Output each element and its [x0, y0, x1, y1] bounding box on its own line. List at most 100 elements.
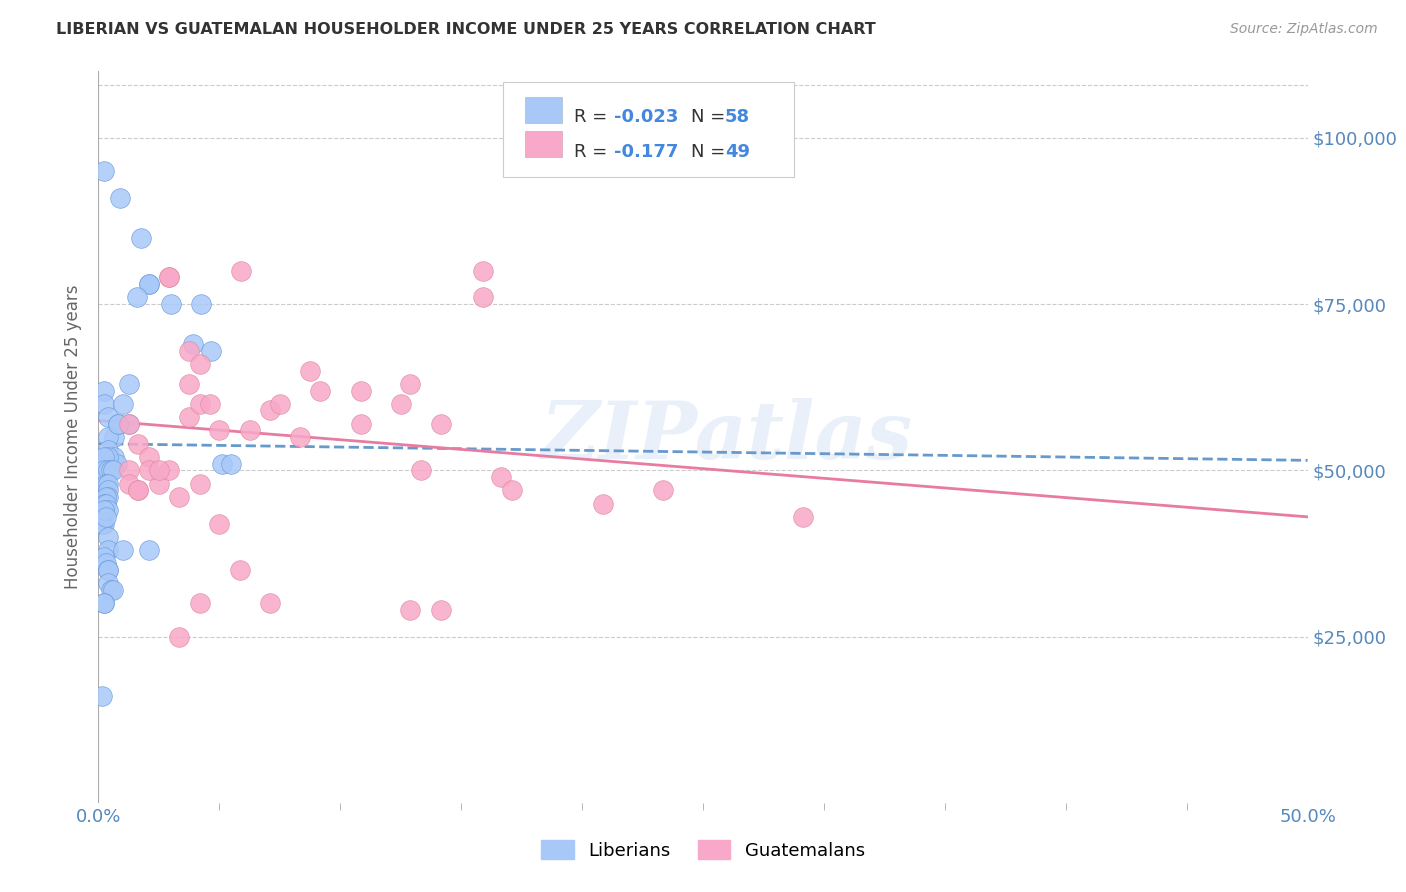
- Point: [100, 463, 122, 477]
- Point: [290, 430, 312, 444]
- Point: [93, 463, 115, 477]
- FancyBboxPatch shape: [526, 131, 561, 157]
- Point: [118, 376, 141, 391]
- Text: -0.023: -0.023: [613, 109, 678, 127]
- Point: [93, 503, 115, 517]
- Point: [179, 410, 201, 425]
- Point: [157, 270, 180, 285]
- Point: [97, 490, 120, 504]
- Point: [592, 497, 614, 511]
- Point: [93, 164, 115, 178]
- Point: [308, 384, 330, 398]
- Legend: Liberians, Guatemalans: Liberians, Guatemalans: [534, 833, 872, 867]
- Point: [94, 497, 117, 511]
- Point: [93, 384, 115, 398]
- Text: 58: 58: [724, 109, 749, 127]
- Point: [97, 563, 120, 577]
- Point: [350, 384, 373, 398]
- Point: [97, 443, 120, 458]
- Point: [94, 557, 117, 571]
- Point: [259, 403, 281, 417]
- FancyBboxPatch shape: [503, 82, 793, 178]
- Point: [389, 397, 412, 411]
- Point: [97, 530, 120, 544]
- Point: [97, 563, 120, 577]
- Point: [107, 417, 129, 431]
- Point: [118, 476, 141, 491]
- Point: [169, 630, 191, 644]
- Point: [181, 337, 204, 351]
- Point: [138, 277, 160, 292]
- Point: [118, 463, 141, 477]
- Point: [269, 397, 291, 411]
- Point: [138, 543, 160, 558]
- Point: [97, 476, 120, 491]
- Point: [101, 582, 124, 597]
- Point: [103, 450, 125, 464]
- Point: [208, 424, 231, 438]
- Point: [429, 417, 451, 431]
- Point: [91, 516, 114, 531]
- Point: [118, 417, 141, 431]
- Point: [188, 397, 211, 411]
- Point: [93, 503, 115, 517]
- Point: [501, 483, 523, 498]
- Point: [127, 436, 149, 450]
- Point: [91, 690, 114, 704]
- Point: [239, 424, 262, 438]
- Point: [471, 290, 494, 304]
- Text: LIBERIAN VS GUATEMALAN HOUSEHOLDER INCOME UNDER 25 YEARS CORRELATION CHART: LIBERIAN VS GUATEMALAN HOUSEHOLDER INCOM…: [56, 22, 876, 37]
- Point: [129, 230, 152, 244]
- Point: [188, 476, 211, 491]
- Text: ZIPatlas: ZIPatlas: [541, 399, 914, 475]
- Point: [94, 490, 117, 504]
- Point: [229, 264, 252, 278]
- Point: [100, 582, 122, 597]
- Point: [93, 516, 115, 531]
- Point: [127, 483, 149, 498]
- Point: [188, 357, 211, 371]
- Point: [97, 450, 120, 464]
- Point: [179, 376, 201, 391]
- Point: [399, 376, 422, 391]
- Point: [157, 463, 180, 477]
- Point: [221, 457, 243, 471]
- Point: [97, 503, 120, 517]
- Point: [93, 450, 115, 464]
- Text: R =: R =: [574, 143, 613, 161]
- Point: [399, 603, 422, 617]
- Text: -0.177: -0.177: [613, 143, 678, 161]
- Point: [97, 483, 120, 498]
- Point: [107, 417, 129, 431]
- Point: [489, 470, 512, 484]
- Point: [198, 397, 221, 411]
- Point: [471, 264, 494, 278]
- Point: [93, 596, 115, 610]
- Point: [138, 277, 160, 292]
- Y-axis label: Householder Income Under 25 years: Householder Income Under 25 years: [65, 285, 83, 590]
- Point: [93, 497, 115, 511]
- Point: [97, 576, 120, 591]
- Point: [93, 596, 115, 610]
- Point: [127, 290, 149, 304]
- Point: [111, 543, 134, 558]
- Point: [94, 476, 117, 491]
- Point: [652, 483, 675, 498]
- Point: [111, 397, 134, 411]
- Point: [97, 463, 120, 477]
- Point: [93, 397, 115, 411]
- FancyBboxPatch shape: [526, 97, 561, 122]
- Point: [350, 417, 373, 431]
- Point: [127, 483, 149, 498]
- Point: [200, 343, 222, 358]
- Point: [148, 476, 170, 491]
- Point: [105, 457, 128, 471]
- Point: [229, 563, 252, 577]
- Point: [94, 509, 117, 524]
- Point: [259, 596, 281, 610]
- Point: [411, 463, 433, 477]
- Point: [93, 549, 115, 564]
- Point: [792, 509, 814, 524]
- Point: [97, 410, 120, 425]
- Point: [299, 363, 322, 377]
